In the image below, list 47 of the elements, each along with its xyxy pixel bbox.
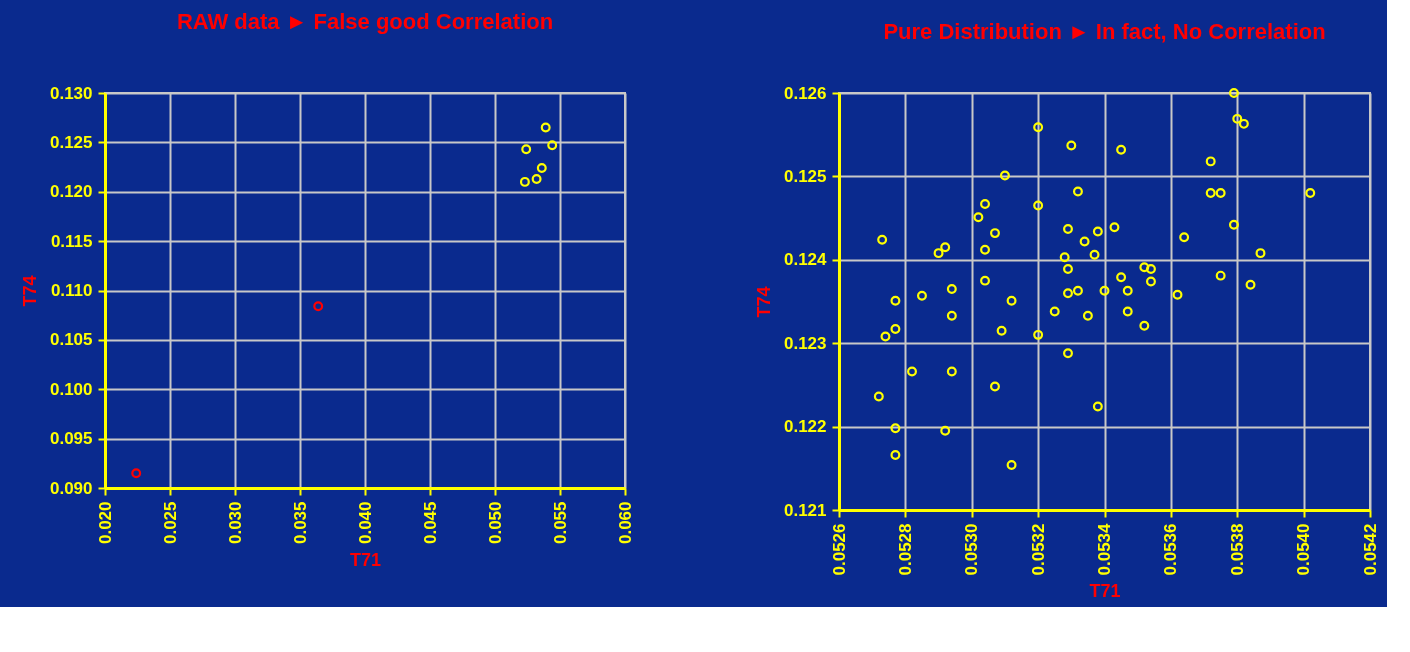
point [531, 173, 542, 184]
y-tick-label: 0.130 [49, 83, 93, 103]
x-tick-label: 0.055 [550, 501, 570, 545]
y-tick-label: 0.125 [783, 166, 827, 186]
y-tick-label: 0.123 [783, 333, 827, 353]
x-tick-label: 0.020 [95, 501, 115, 545]
y-tick-label: 0.090 [49, 478, 93, 498]
x-tick-label: 0.0528 [895, 523, 915, 576]
y-axis-title: T74 [753, 286, 774, 318]
point [131, 468, 142, 479]
x-tick-label: 0.0538 [1227, 523, 1247, 576]
x-tick-label: 0.045 [420, 501, 440, 545]
x-tick-label: 0.0534 [1095, 522, 1114, 576]
point [540, 122, 551, 133]
x-tick-label: 0.030 [225, 501, 245, 545]
y-tick-label: 0.120 [49, 182, 93, 202]
point [547, 140, 558, 151]
x-tick-label: 0.0542 [1360, 523, 1380, 576]
point [521, 144, 532, 155]
y-tick-label: 0.095 [49, 429, 93, 449]
x-tick-label: 0.0530 [962, 523, 982, 576]
point [536, 163, 547, 174]
x-axis-title: T71 [349, 550, 382, 571]
y-axis-title: T74 [19, 275, 40, 307]
y-tick-label: 0.105 [49, 330, 93, 350]
x-tick-label: 0.0540 [1294, 523, 1314, 576]
y-tick-label: 0.121 [783, 500, 827, 520]
y-tick-label: 0.115 [50, 231, 93, 251]
y-tick-label: 0.100 [49, 379, 93, 399]
y-tick-label: 0.122 [783, 417, 827, 437]
y-tick-label: 0.126 [783, 83, 827, 103]
y-tick-label: 0.124 [783, 250, 828, 270]
x-tick-label: 0.0526 [829, 523, 849, 576]
x-tick-label: 0.060 [615, 501, 635, 545]
y-tick-label: 0.125 [49, 132, 93, 152]
chart-title: RAW data ► False good Correlation [176, 9, 554, 34]
x-tick-label: 0.035 [290, 501, 310, 545]
x-tick-label: 0.050 [485, 501, 505, 545]
point [519, 176, 530, 187]
chart-title: Pure Distribution ► In fact, No Correlation [883, 19, 1326, 44]
x-tick-label: 0.025 [160, 501, 180, 545]
y-tick-label: 0.110 [50, 281, 93, 300]
x-tick-label: 0.0532 [1028, 523, 1048, 576]
x-tick-label: 0.0536 [1161, 523, 1181, 576]
point [313, 301, 324, 312]
x-axis-title: T71 [1089, 581, 1121, 602]
x-tick-label: 0.040 [355, 501, 375, 545]
